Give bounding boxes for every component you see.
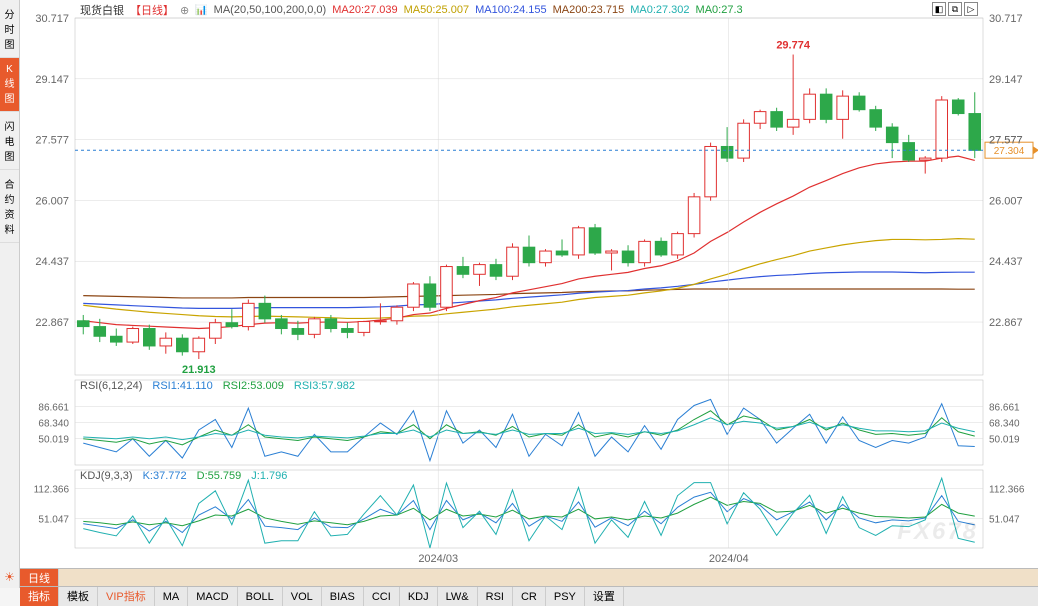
svg-text:51.047: 51.047 xyxy=(989,514,1020,525)
ind-tab-CR[interactable]: CR xyxy=(513,587,546,606)
svg-text:27.304: 27.304 xyxy=(994,146,1025,157)
svg-text:30.717: 30.717 xyxy=(989,13,1023,25)
left-tab-3[interactable]: 合 约 资 料 xyxy=(0,170,19,243)
ma-icon: 📊 xyxy=(195,5,207,16)
svg-text:22.867: 22.867 xyxy=(35,317,69,329)
svg-text:24.437: 24.437 xyxy=(35,256,69,268)
svg-text:27.577: 27.577 xyxy=(35,135,69,147)
ma-val-5: MA0:27.3 xyxy=(696,4,743,16)
svg-text:112.366: 112.366 xyxy=(34,485,70,496)
chart-svg: 30.717 30.717 29.147 29.147 27.577 27.577 26.0… xyxy=(20,0,1038,568)
ind-tab-VIP指标[interactable]: VIP指标 xyxy=(98,587,155,606)
title: 现货白银 xyxy=(80,2,124,18)
ind-tab-LW&[interactable]: LW& xyxy=(438,587,478,606)
svg-text:68.340: 68.340 xyxy=(38,419,69,430)
svg-text:2024/03: 2024/03 xyxy=(418,553,458,565)
ind-tab-BIAS[interactable]: BIAS xyxy=(322,587,364,606)
kdj-v1: D:55.759 xyxy=(197,470,242,482)
timeframe-tab[interactable]: 日线 xyxy=(20,569,59,586)
kdj-v0: K:37.772 xyxy=(143,470,187,482)
ma-val-0: MA20:27.039 xyxy=(332,4,397,16)
svg-text:51.047: 51.047 xyxy=(38,514,69,525)
sun-icon: ☀ xyxy=(0,566,19,588)
timeframe: 【日线】 xyxy=(130,2,174,18)
svg-text:50.019: 50.019 xyxy=(989,435,1020,446)
ma-val-1: MA50:25.007 xyxy=(404,4,469,16)
svg-text:29.774: 29.774 xyxy=(776,40,811,52)
rsi-v1: RSI2:53.009 xyxy=(223,380,284,392)
svg-text:86.661: 86.661 xyxy=(38,403,69,414)
plus-icon: ⊕ xyxy=(180,4,189,17)
svg-text:21.913: 21.913 xyxy=(182,364,216,376)
rsi-v0: RSI1:41.110 xyxy=(152,380,212,392)
ind-tab-PSY[interactable]: PSY xyxy=(546,587,585,606)
svg-text:29.147: 29.147 xyxy=(35,74,69,86)
left-tab-0[interactable]: 分 时 图 xyxy=(0,0,19,58)
svg-text:68.340: 68.340 xyxy=(989,419,1020,430)
svg-text:30.717: 30.717 xyxy=(35,13,69,25)
svg-text:2024/04: 2024/04 xyxy=(709,553,749,565)
ma-val-3: MA200:23.715 xyxy=(553,4,625,16)
ind-tab-设置[interactable]: 设置 xyxy=(585,587,624,606)
left-tab-1[interactable]: K 线 图 xyxy=(0,58,19,112)
svg-text:26.007: 26.007 xyxy=(989,195,1023,207)
ind-tab-KDJ[interactable]: KDJ xyxy=(400,587,438,606)
kdj-v2: J:1.796 xyxy=(251,470,287,482)
svg-text:26.007: 26.007 xyxy=(35,195,69,207)
ind-tab-MA[interactable]: MA xyxy=(155,587,189,606)
rsi-v2: RSI3:57.982 xyxy=(294,380,355,392)
top-icon-1[interactable]: ⧉ xyxy=(948,2,962,16)
svg-text:50.019: 50.019 xyxy=(38,435,69,446)
ind-tab-BOLL[interactable]: BOLL xyxy=(238,587,283,606)
ind-tab-RSI[interactable]: RSI xyxy=(478,587,513,606)
rsi-label: RSI(6,12,24) xyxy=(80,380,142,392)
ma-val-4: MA0:27.302 xyxy=(630,4,689,16)
top-icon-0[interactable]: ◧ xyxy=(932,2,946,16)
ind-tab-MACD[interactable]: MACD xyxy=(188,587,237,606)
svg-text:22.867: 22.867 xyxy=(989,317,1023,329)
svg-text:112.366: 112.366 xyxy=(989,485,1025,496)
top-icon-2[interactable]: ▷ xyxy=(964,2,978,16)
svg-text:27.577: 27.577 xyxy=(989,135,1023,147)
ind-tab-指标[interactable]: 指标 xyxy=(20,587,59,606)
ma-val-2: MA100:24.155 xyxy=(475,4,547,16)
watermark: FX678 xyxy=(897,518,978,546)
ma-label: MA(20,50,100,200,0,0) xyxy=(214,4,327,16)
ind-tab-CCI[interactable]: CCI xyxy=(364,587,400,606)
ind-tab-模板[interactable]: 模板 xyxy=(59,587,98,606)
ind-tab-VOL[interactable]: VOL xyxy=(283,587,322,606)
svg-text:86.661: 86.661 xyxy=(989,403,1020,414)
svg-text:24.437: 24.437 xyxy=(989,256,1023,268)
svg-text:29.147: 29.147 xyxy=(989,74,1023,86)
kdj-label: KDJ(9,3,3) xyxy=(80,470,133,482)
left-tab-2[interactable]: 闪 电 图 xyxy=(0,112,19,170)
